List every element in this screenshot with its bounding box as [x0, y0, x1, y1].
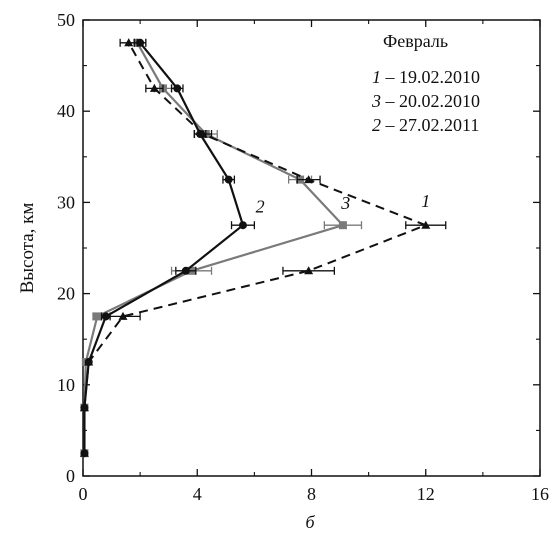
- x-tick-label: 0: [79, 484, 88, 504]
- y-tick-label: 20: [57, 284, 75, 304]
- data-point-triangle: [421, 220, 431, 229]
- y-axis-label: Высота, км: [17, 203, 38, 294]
- annotations-layer: 1 3 2: [256, 191, 431, 216]
- data-point-circle: [181, 266, 190, 275]
- legend-entry-2-num: 2: [372, 115, 381, 135]
- data-point-triangle: [149, 83, 159, 92]
- data-point-square: [93, 312, 102, 321]
- data-point-triangle: [79, 448, 89, 457]
- legend-entry-1-text: – 19.02.2010: [381, 67, 480, 87]
- series-3: [80, 38, 363, 458]
- series-annotation-1: 1: [421, 191, 430, 211]
- data-point-triangle: [79, 403, 89, 412]
- legend-entry-1: 1 – 19.02.2010: [372, 67, 480, 87]
- legend-entry-2-text: – 27.02.2011: [381, 115, 479, 135]
- data-point-triangle: [124, 38, 134, 47]
- data-point-circle: [173, 84, 182, 93]
- series-1: [79, 38, 447, 457]
- series-1-line: [83, 42, 427, 454]
- data-point-triangle: [304, 266, 314, 275]
- data-point-triangle: [198, 129, 208, 138]
- data-point-triangle: [304, 175, 314, 184]
- series-2-line: [83, 42, 245, 454]
- x-tick-label: 12: [417, 484, 435, 504]
- series-annotation-3: 3: [340, 193, 350, 213]
- data-point-triangle: [84, 357, 94, 366]
- legend-title: Февраль: [383, 31, 448, 51]
- y-tick-label: 10: [57, 375, 75, 395]
- x-tick-label: 16: [531, 484, 549, 504]
- data-point-circle: [224, 175, 233, 184]
- y-tick-label: 40: [57, 101, 75, 121]
- panel-label: б: [305, 512, 315, 532]
- legend: Февраль 1 – 19.02.2010 3 – 20.02.2010 2 …: [371, 31, 480, 135]
- data-point-circle: [238, 221, 247, 230]
- series-3-line: [83, 42, 345, 454]
- legend-entry-3: 3 – 20.02.2010: [371, 91, 480, 111]
- y-tick-label: 50: [57, 10, 75, 30]
- x-tick-label: 8: [307, 484, 316, 504]
- series-layer: [79, 38, 447, 458]
- y-tick-label: 30: [57, 192, 75, 212]
- series-annotation-2: 2: [256, 196, 265, 216]
- legend-entry-1-num: 1: [372, 67, 381, 87]
- legend-entry-2: 2 – 27.02.2011: [372, 115, 479, 135]
- data-point-square: [338, 221, 347, 230]
- legend-entry-3-num: 3: [371, 91, 381, 111]
- data-point-triangle: [118, 311, 128, 320]
- x-tick-label: 4: [193, 484, 202, 504]
- data-point-circle: [136, 38, 145, 47]
- y-tick-label: 0: [66, 466, 75, 486]
- legend-entry-3-text: – 20.02.2010: [381, 91, 480, 111]
